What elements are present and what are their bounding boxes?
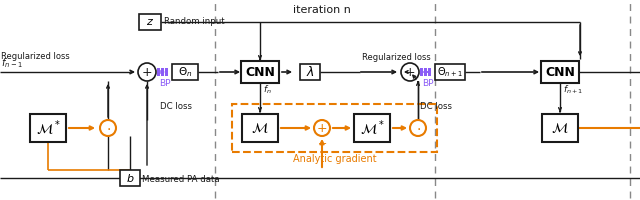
Circle shape [401,63,419,81]
Text: $\cdot$: $\cdot$ [106,121,111,135]
Text: Analytic gradient: Analytic gradient [293,154,377,164]
Text: $\mathcal{M}$: $\mathcal{M}$ [251,121,269,135]
Circle shape [138,63,156,81]
Bar [242,114,278,142]
Circle shape [314,120,330,136]
Text: BP: BP [159,79,170,88]
Bar [241,61,279,83]
Text: $\mathcal{M}$: $\mathcal{M}$ [551,121,569,135]
Circle shape [410,120,426,136]
Bar [435,64,465,80]
Text: $f_n$: $f_n$ [263,84,272,97]
Text: $\Theta_{n+1}$: $\Theta_{n+1}$ [437,65,463,79]
Text: $-$: $-$ [317,137,327,147]
Bar [428,68,431,76]
Bar [139,14,161,30]
Bar [30,114,66,142]
Text: $\lambda$: $\lambda$ [306,65,314,79]
Text: $\cdot$: $\cdot$ [415,121,420,135]
Circle shape [100,120,116,136]
Bar [161,68,164,76]
Text: $\Theta_n$: $\Theta_n$ [178,65,192,79]
Bar [300,64,320,80]
Bar [172,64,198,80]
Text: Measured PA data: Measured PA data [142,174,220,184]
Text: Random input: Random input [164,17,225,25]
Bar [424,68,427,76]
Text: CNN: CNN [245,66,275,78]
Text: +: + [141,66,152,78]
Bar [541,61,579,83]
Bar [542,114,578,142]
Text: $f_{n-1}$: $f_{n-1}$ [1,56,23,70]
Text: $\mathcal{M}^*$: $\mathcal{M}^*$ [360,118,385,138]
Bar [420,68,423,76]
Bar [354,114,390,142]
Text: BP: BP [422,79,433,88]
Text: $\mathcal{M}^*$: $\mathcal{M}^*$ [36,118,60,138]
Text: $z$: $z$ [146,17,154,27]
Text: iteration n: iteration n [293,5,351,15]
Text: +: + [404,66,415,78]
Text: $f_{n+1}$: $f_{n+1}$ [563,84,584,97]
Text: CNN: CNN [545,66,575,78]
Text: +: + [317,121,327,134]
Text: $b$: $b$ [125,172,134,184]
Bar [157,68,160,76]
Text: DC loss: DC loss [420,102,452,111]
Bar [120,170,140,186]
Bar [165,68,168,76]
Text: Regularized loss: Regularized loss [362,53,431,62]
Text: DC loss: DC loss [160,102,192,111]
Text: Regularized loss: Regularized loss [1,52,70,61]
